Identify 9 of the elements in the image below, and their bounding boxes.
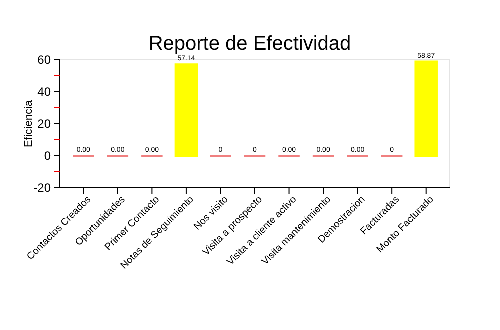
bar — [414, 60, 438, 157]
y-tick-label: -20 — [34, 180, 52, 195]
bar — [174, 64, 198, 157]
y-axis-title: Eficiencia — [23, 100, 35, 148]
y-tick-label: 0 — [44, 148, 52, 163]
y-tick-label: 20 — [38, 116, 52, 131]
chart-title: Reporte de Efectividad — [148, 33, 352, 55]
y-tick-label: 40 — [38, 84, 52, 99]
y-tick-label: 60 — [38, 52, 52, 67]
